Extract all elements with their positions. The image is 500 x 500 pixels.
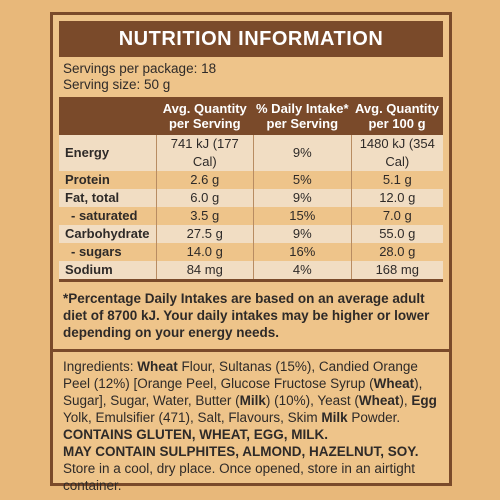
nutrition-panel: NUTRITION INFORMATION Servings per packa… [50,12,452,493]
allergen-highlight: Milk [321,410,348,425]
section-divider [53,349,449,352]
allergen-highlight: Wheat [137,359,178,374]
table-row: Carbohydrate 27.5 g 9% 55.0 g [59,225,443,243]
nutrient-label: Protein [65,172,110,187]
table-row: Protein 2.6 g 5% 5.1 g [59,171,443,189]
nutrition-table: Avg. Quantity per Serving % Daily Intake… [59,97,443,282]
may-contain-statement: MAY CONTAIN SULPHITES, ALMOND, HAZELNUT,… [63,444,419,459]
per-100g-value: 1480 kJ (354 Cal) [350,135,443,171]
panel-title: NUTRITION INFORMATION [59,21,443,57]
nutrient-label: - saturated [71,208,138,223]
table-header-row: Avg. Quantity per Serving % Daily Intake… [59,97,443,135]
storage-instructions: Store in a cool, dry place. Once opened,… [63,461,415,493]
header-per-serving: Avg. Quantity per Serving [156,97,254,135]
allergen-highlight: Egg [411,393,437,408]
ingredients-text: ), Sugar], Sugar, Water, Butter ( [63,376,423,408]
table-row: Fat, total 6.0 g 9% 12.0 g [59,189,443,207]
per-serving-value: 84 mg [155,261,254,282]
ingredients-text: Flour, Sultanas (15%), Candied Orange Pe… [63,359,418,391]
allergen-highlight: Wheat [373,376,415,391]
ingredients-text: Yolk, Emulsifier (471), Salt, Flavours, … [63,410,322,425]
table-row: Sodium 84 mg 4% 168 mg [59,261,443,282]
nutrient-label: Energy [59,135,157,171]
nutrient-label: Carbohydrate [59,225,157,243]
contains-statement: CONTAINS GLUTEN, WHEAT, EGG, MILK. [63,427,328,442]
allergen-highlight: Wheat [358,393,400,408]
per-serving-value: 3.5 g [155,207,254,225]
daily-intake-value: 9% [252,135,352,171]
table-row: - sugars 14.0 g 16% 28.0 g [59,243,443,261]
per-100g-value: 12.0 g [350,189,443,207]
per-serving-value: 14.0 g [155,243,254,261]
allergen-highlight: Milk [239,393,266,408]
per-serving-value: 6.0 g [155,189,254,207]
header-per-100g: Avg. Quantity per 100 g [351,97,443,135]
nutrient-label: Sodium [59,261,157,282]
daily-intake-value: 5% [252,171,352,189]
header-nutrient [59,97,157,135]
daily-intake-value: 16% [252,243,352,261]
per-100g-value: 7.0 g [350,207,443,225]
table-row: - saturated 3.5 g 15% 7.0 g [59,207,443,225]
daily-intake-value: 4% [252,261,352,282]
nutrient-label: - sugars [71,244,122,259]
serving-info: Servings per package: 18 Serving size: 5… [63,61,439,93]
per-serving-value: 27.5 g [155,225,254,243]
servings-per-package: Servings per package: 18 [63,61,217,76]
per-100g-value: 168 mg [350,261,443,282]
per-100g-value: 5.1 g [350,171,443,189]
per-100g-value: 28.0 g [350,243,443,261]
ingredients-list: Ingredients: Wheat Flour, Sultanas (15%)… [63,358,439,426]
per-serving-value: 741 kJ (177 Cal) [155,135,254,171]
nutrient-label: Fat, total [59,189,157,207]
per-serving-value: 2.6 g [155,171,254,189]
per-100g-value: 55.0 g [350,225,443,243]
ingredients-text: Ingredients: [63,359,138,374]
daily-intake-value: 15% [252,207,352,225]
daily-intake-value: 9% [252,225,352,243]
daily-intake-footnote: *Percentage Daily Intakes are based on a… [63,291,430,340]
ingredients-text: ) (10%), Yeast ( [265,393,359,408]
daily-intake-value: 9% [252,189,352,207]
ingredients-text: ), [399,393,412,408]
header-daily-intake: % Daily Intake* per Serving [253,97,352,135]
serving-size: Serving size: 50 g [63,77,171,92]
table-row: Energy 741 kJ (177 Cal) 9% 1480 kJ (354 … [59,135,443,171]
ingredients-text: Powder. [347,410,401,425]
